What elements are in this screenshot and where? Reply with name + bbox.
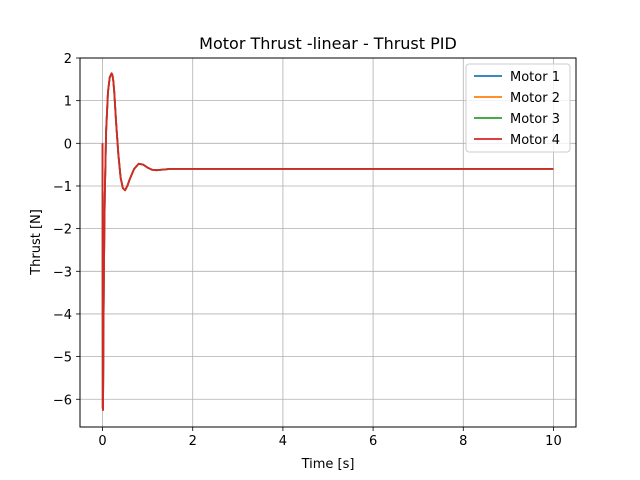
x-tick-label: 4 bbox=[279, 434, 287, 449]
y-tick-label: 2 bbox=[64, 52, 72, 67]
x-tick-label: 2 bbox=[189, 434, 197, 449]
y-tick-label: −1 bbox=[53, 180, 72, 195]
series-line-motor-4 bbox=[101, 72, 554, 411]
chart-title: Motor Thrust -linear - Thrust PID bbox=[199, 34, 457, 53]
y-tick-label: −6 bbox=[53, 393, 72, 408]
y-tick-label: −5 bbox=[53, 351, 72, 366]
y-tick-label: −4 bbox=[53, 308, 72, 323]
plot-frame bbox=[79, 57, 577, 428]
legend-label: Motor 2 bbox=[510, 91, 560, 106]
legend: Motor 1 Motor 2 Motor 3 Motor 4 bbox=[465, 63, 571, 153]
legend-label: Motor 3 bbox=[510, 112, 560, 127]
y-axis-label: Thrust [N] bbox=[29, 209, 44, 276]
y-tick-label: 0 bbox=[64, 137, 72, 152]
y-tick-label: −3 bbox=[53, 265, 72, 280]
y-ticks: −6 −5 −4 −3 −2 −1 0 1 2 bbox=[53, 52, 80, 408]
x-tick-label: 0 bbox=[98, 434, 106, 449]
y-tick-label: −2 bbox=[53, 223, 72, 238]
x-tick-label: 10 bbox=[545, 434, 562, 449]
legend-box bbox=[465, 63, 571, 153]
series-layer bbox=[101, 72, 554, 411]
legend-label: Motor 1 bbox=[510, 70, 560, 85]
x-ticks: 0 2 4 6 8 10 bbox=[98, 427, 562, 449]
y-tick-label: 1 bbox=[64, 95, 72, 110]
x-tick-label: 8 bbox=[459, 434, 467, 449]
x-tick-label: 6 bbox=[369, 434, 377, 449]
legend-label: Motor 4 bbox=[510, 133, 560, 148]
x-axis-label: Time [s] bbox=[301, 457, 355, 472]
